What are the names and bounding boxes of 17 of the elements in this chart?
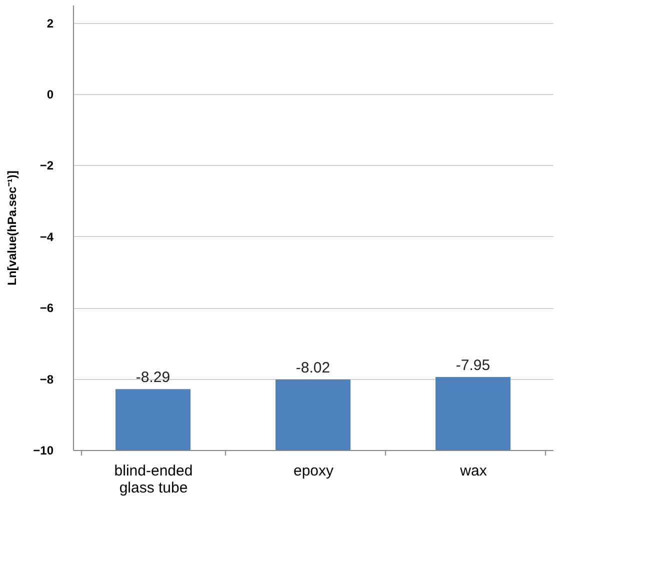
data-label: -8.02 [296,360,330,377]
y-axis-title: Ln[value(hPa.sec⁻¹)] [5,170,20,286]
x-tick-label: epoxy [293,462,334,480]
data-label: -8.29 [136,369,170,386]
y-tick-label: 2 [46,16,54,30]
y-tick-label: −4 [40,230,54,244]
bar [276,380,350,450]
bar [436,377,510,450]
y-tick-label: −6 [40,301,54,316]
y-tick-label: 0 [46,88,54,102]
x-tick-label: blind-ended glass tube [114,462,193,496]
y-tick-label: −10 [33,444,54,458]
y-tick-label: −2 [40,158,54,173]
bar [116,389,190,450]
y-tick-label: −8 [40,372,54,386]
data-label: -7.95 [456,357,490,374]
x-tick-label: wax [459,462,488,480]
